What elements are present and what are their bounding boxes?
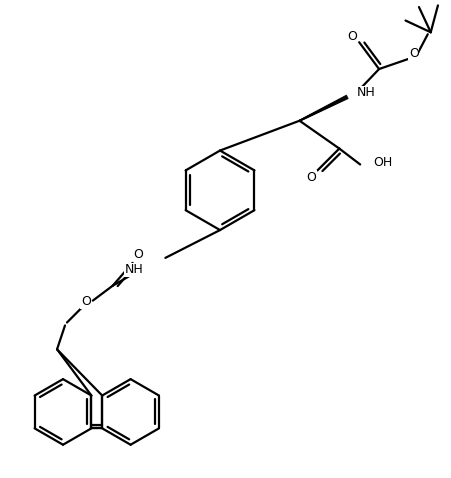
Text: O: O [81, 295, 91, 308]
Text: O: O [133, 249, 143, 261]
Text: O: O [306, 171, 316, 184]
Text: NH: NH [356, 87, 375, 99]
Text: OH: OH [372, 156, 391, 169]
Text: O: O [408, 47, 418, 60]
Text: NH: NH [124, 263, 143, 276]
Text: O: O [346, 30, 356, 43]
